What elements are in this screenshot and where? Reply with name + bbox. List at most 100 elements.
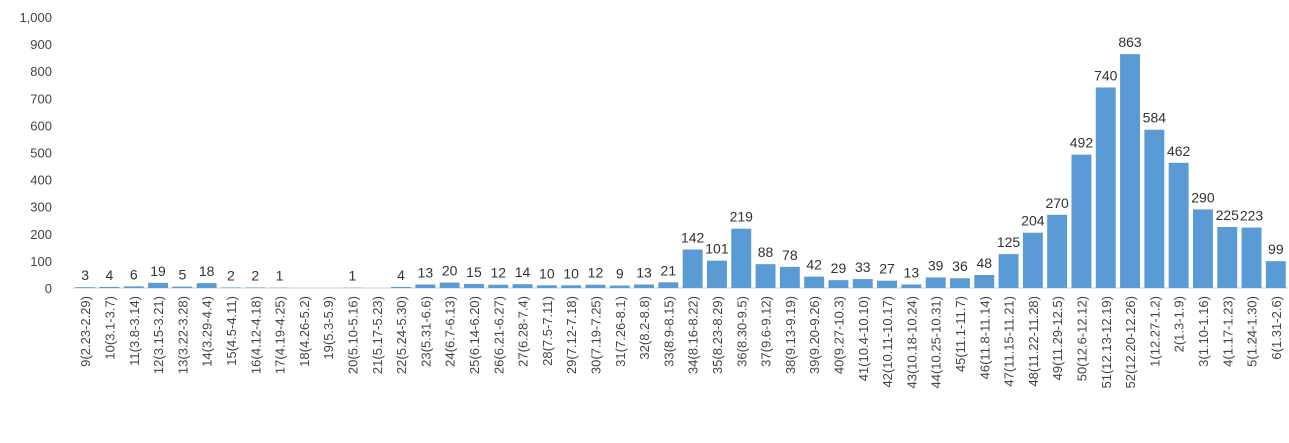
data-label: 4 xyxy=(397,267,405,283)
y-tick-label: 1,000 xyxy=(19,10,52,25)
x-tick-label: 5(1.24-1.30) xyxy=(1245,296,1260,367)
x-tick-label: 16(4.12-4.18) xyxy=(248,296,263,374)
x-tick-label: 47(11.15-11.21) xyxy=(1002,296,1017,387)
data-label: 15 xyxy=(466,264,482,280)
bar xyxy=(1265,261,1286,288)
x-tick-label: 11(3.8-3.14) xyxy=(127,296,142,366)
data-label: 27 xyxy=(879,261,895,277)
data-label: 14 xyxy=(515,264,531,280)
bar xyxy=(1144,129,1165,288)
x-tick-label: 48(11.22-11.28) xyxy=(1026,296,1041,387)
x-tick-label: 41(10.4-10.10) xyxy=(856,296,871,381)
x-tick-label: 40(9.27-10.3) xyxy=(831,296,846,374)
x-tick-label: 21(5.17-5.23) xyxy=(370,296,385,374)
bar xyxy=(1168,162,1189,288)
data-label: 1 xyxy=(276,268,284,284)
data-label: 270 xyxy=(1045,195,1069,211)
bar xyxy=(804,276,825,288)
bar xyxy=(439,282,460,288)
bar xyxy=(658,282,679,288)
x-tick-label: 31(7.26-8.1) xyxy=(613,296,628,367)
bar xyxy=(1120,54,1141,288)
data-label: 12 xyxy=(490,265,506,281)
bar xyxy=(731,228,752,288)
data-label: 740 xyxy=(1094,67,1118,83)
y-tick-label: 200 xyxy=(30,227,52,242)
x-tick-label: 51(12.13-12.19) xyxy=(1099,296,1114,389)
x-tick-label: 39(9.20-9.26) xyxy=(807,296,822,374)
x-tick-label: 34(8.16-8.22) xyxy=(686,296,701,374)
data-label: 492 xyxy=(1070,135,1094,151)
x-tick-label: 30(7.19-7.25) xyxy=(588,296,603,374)
x-tick-label: 14(3.29-4.4) xyxy=(200,296,215,367)
x-tick-label: 28(7.5-7.11) xyxy=(540,296,555,366)
x-tick-label: 1(12.27-1.2) xyxy=(1147,296,1162,367)
x-tick-label: 49(11.29-12.5) xyxy=(1050,296,1065,380)
x-tick-label: 3(1.10-1.16) xyxy=(1196,296,1211,367)
x-tick-label: 26(6.21-6.27) xyxy=(491,296,506,374)
data-label: 12 xyxy=(588,265,604,281)
bar xyxy=(512,284,533,288)
bar xyxy=(925,277,946,288)
data-label: 48 xyxy=(976,255,992,271)
data-label: 142 xyxy=(681,230,705,246)
data-label: 9 xyxy=(616,266,624,282)
data-label: 18 xyxy=(199,263,215,279)
x-tick-label: 23(5.31-6.6) xyxy=(418,296,433,367)
x-tick-label: 12(3.15-3.21) xyxy=(151,296,166,374)
x-tick-label: 50(12.6-12.12) xyxy=(1074,296,1089,381)
data-label: 125 xyxy=(997,234,1021,250)
y-tick-label: 100 xyxy=(30,254,52,269)
x-tick-label: 37(9.6-9.12) xyxy=(759,296,774,367)
bar xyxy=(148,282,169,288)
bar xyxy=(123,286,144,288)
data-label: 863 xyxy=(1118,34,1142,50)
data-label: 462 xyxy=(1167,143,1191,159)
bar xyxy=(949,278,970,288)
x-tick-label: 13(3.22-3.28) xyxy=(175,296,190,374)
y-tick-label: 500 xyxy=(30,146,52,161)
x-tick-label: 20(5.10-5.16) xyxy=(345,296,360,374)
data-label: 2 xyxy=(227,267,235,283)
x-tick-label: 32(8.2-8.8) xyxy=(637,296,652,360)
x-tick-label: 35(8.23-8.29) xyxy=(710,296,725,374)
y-tick-label: 400 xyxy=(30,173,52,188)
bar xyxy=(852,279,873,288)
data-label: 20 xyxy=(442,263,458,279)
x-tick-label: 36(8.30-9.5) xyxy=(734,296,749,367)
bar xyxy=(245,287,266,288)
bar xyxy=(488,284,509,288)
data-label: 13 xyxy=(418,264,434,280)
x-tick-label: 18(4.26-5.2) xyxy=(297,296,312,367)
bar xyxy=(1095,87,1116,289)
data-label: 10 xyxy=(563,265,579,281)
data-label: 223 xyxy=(1240,208,1264,224)
data-label: 29 xyxy=(831,260,847,276)
x-tick-label: 25(6.14-6.20) xyxy=(467,296,482,374)
data-label: 39 xyxy=(928,257,944,273)
bar xyxy=(828,280,849,288)
x-tick-label: 45(11.1-11.7) xyxy=(953,296,968,372)
data-label: 219 xyxy=(730,209,754,225)
data-label: 3 xyxy=(81,267,89,283)
x-tick-label: 38(9.13-9.19) xyxy=(783,296,798,374)
bar xyxy=(755,264,776,288)
data-label: 19 xyxy=(150,263,166,279)
data-label: 5 xyxy=(178,267,186,283)
bar xyxy=(779,266,800,288)
bar xyxy=(1192,209,1213,288)
x-tick-label: 46(11.8-11.14) xyxy=(977,296,992,379)
bar xyxy=(974,274,995,288)
data-label: 99 xyxy=(1268,241,1284,257)
data-label: 36 xyxy=(952,258,968,274)
data-label: 204 xyxy=(1021,213,1045,229)
data-label: 33 xyxy=(855,259,871,275)
x-tick-label: 4(1.17-1.23) xyxy=(1220,296,1235,367)
data-label: 10 xyxy=(539,265,555,281)
bar xyxy=(634,284,655,288)
bar xyxy=(536,285,557,288)
bar xyxy=(585,284,606,288)
data-label: 290 xyxy=(1191,189,1215,205)
x-tick-label: 42(10.11-10.17) xyxy=(880,296,895,388)
